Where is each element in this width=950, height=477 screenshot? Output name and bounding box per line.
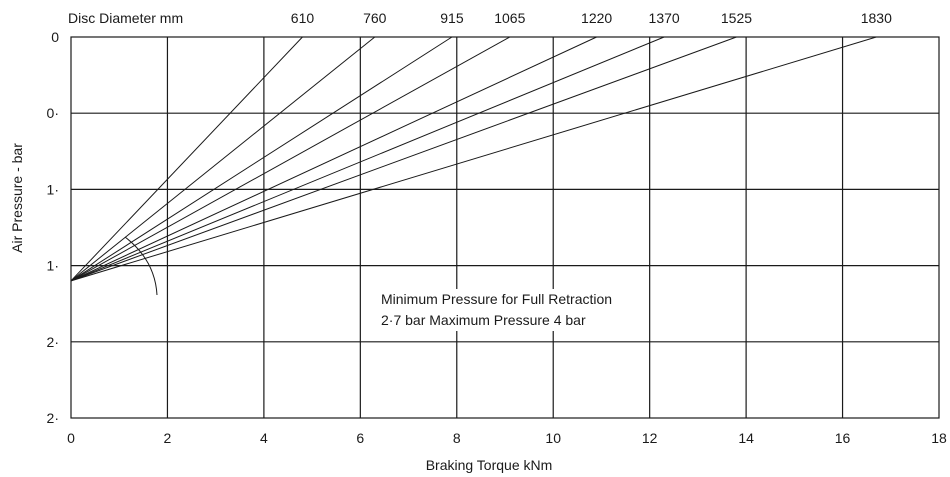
series-line-1370 [70,36,665,282]
series-line-1065 [70,36,511,282]
series-line-610 [70,36,303,282]
y-axis-label: Air Pressure - bar [9,143,25,253]
top-axis-label: Disc Diameter mm [68,10,183,26]
x-tick-label: 12 [642,430,658,446]
disc-diameter-label: 1830 [861,10,892,26]
y-tick-label: 2· [47,334,59,350]
series-line-760 [70,36,376,282]
disc-diameter-label: 1370 [649,10,680,26]
y-tick-label: 1· [47,258,59,274]
y-tick-label: 1· [47,181,59,197]
retraction-note-line-1: Minimum Pressure for Full Retraction [381,291,613,307]
y-tick-label: 2· [47,410,59,426]
x-tick-label: 8 [453,430,461,446]
x-tick-label: 4 [260,430,268,446]
disc-diameter-label: 915 [440,10,464,26]
x-tick-label: 16 [835,430,851,446]
disc-diameter-label: 1065 [494,10,525,26]
x-tick-label: 14 [738,430,754,446]
x-tick-label: 18 [931,430,947,446]
gridlines [71,37,939,418]
y-tick-label: 0· [47,105,59,121]
y-tick-labels: 0 0· 1· 1· 2· 2· [47,29,60,426]
y-tick-label: 0 [51,29,59,45]
x-tick-label: 2 [164,430,172,446]
series-line-1220 [70,36,597,282]
disc-diameter-label: 610 [291,10,315,26]
pressure-arc [124,236,158,296]
series-line-1525 [70,36,737,282]
series-line-1830 [70,36,877,282]
series-lines [70,36,877,282]
x-tick-label: 0 [67,430,75,446]
disc-diameter-labels: 610 760 915 1065 1220 1370 1525 1830 [291,10,892,26]
x-tick-label: 10 [545,430,561,446]
disc-diameter-label: 1220 [581,10,612,26]
plot-frame [70,36,940,419]
x-tick-label: 6 [356,430,364,446]
x-axis-label: Braking Torque kNm [426,457,553,473]
x-tick-labels: 0 2 4 6 8 10 12 14 16 18 [67,430,947,446]
disc-diameter-label: 760 [363,10,387,26]
series-line-915 [70,36,453,282]
disc-diameter-label: 1525 [721,10,752,26]
retraction-note: Minimum Pressure for Full Retraction 2·7… [379,289,615,331]
retraction-note-line-2: 2·7 bar Maximum Pressure 4 bar [381,312,586,328]
